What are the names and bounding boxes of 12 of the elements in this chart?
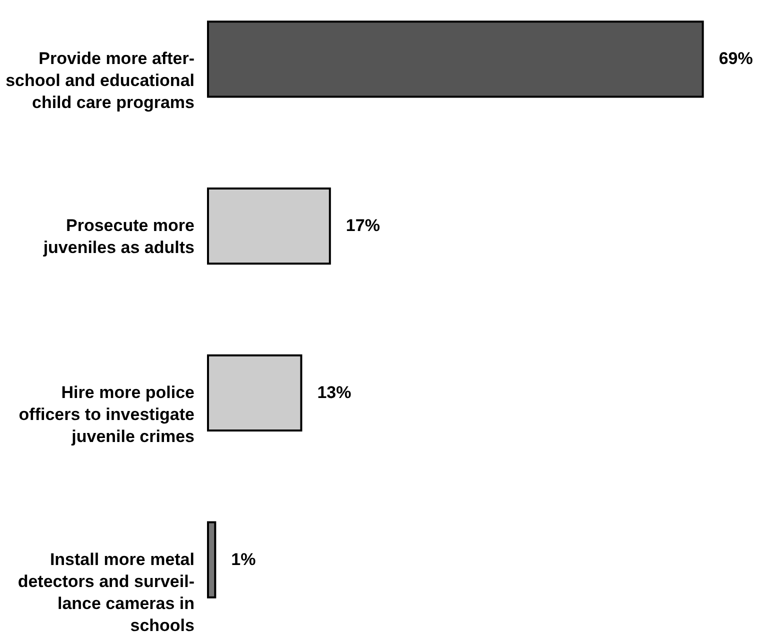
data-label: 17% <box>346 216 380 236</box>
data-label: 13% <box>317 382 352 402</box>
bar <box>207 521 216 598</box>
bar <box>207 354 302 432</box>
y-tick-label: Prosecute more juveniles as adults <box>42 216 194 258</box>
y-tick-label: Provide more after- school and educational child care programs <box>6 49 194 112</box>
bar <box>207 188 331 265</box>
y-tick-label: Install more metal detectors and surveil- lance cameras in schools <box>18 550 194 635</box>
y-tick-label: Hire more police officers to investigate juvenile crimes <box>18 382 194 446</box>
data-label: 1% <box>231 550 256 569</box>
data-label: 69% <box>718 49 753 68</box>
bar <box>207 20 704 98</box>
